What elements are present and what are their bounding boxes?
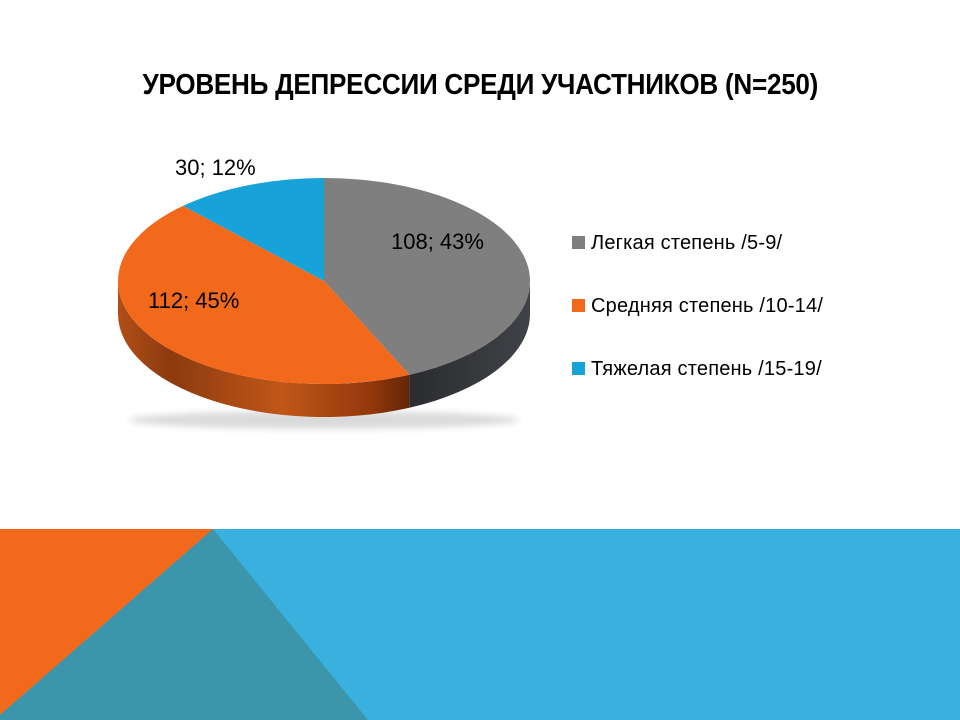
legend-item-medium: Средняя степень /10-14/ [572, 296, 823, 316]
pie-slice-0 [324, 178, 530, 375]
slide-title: УРОВЕНЬ ДЕПРЕССИИ СРЕДИ УЧАСТНИКОВ (N=25… [0, 68, 960, 102]
legend-item-severe: Тяжелая степень /15-19/ [572, 359, 822, 379]
slide-title-text: УРОВЕНЬ ДЕПРЕССИИ СРЕДИ УЧАСТНИКОВ (N=25… [142, 69, 818, 102]
pie-data-label-2: 30; 12% [175, 155, 256, 180]
legend-label-severe: Тяжелая степень /15-19/ [591, 358, 822, 380]
pie-data-label-1: 112; 45% [148, 288, 239, 313]
pie-shadow [128, 411, 520, 429]
legend-label-medium: Средняя степень /10-14/ [591, 295, 824, 317]
legend-label-mild: Легкая степень /5-9/ [591, 232, 783, 254]
pie-wall-1 [118, 281, 410, 417]
pie-chart: 108; 43% 112; 45% 30; 12% [118, 155, 530, 429]
footer-teal-triangle [0, 529, 368, 720]
footer-decoration [0, 529, 960, 720]
pie-wall-0 [409, 281, 530, 408]
legend-item-mild: Легкая степень /5-9/ [572, 233, 782, 253]
legend-swatch-mild-icon [572, 236, 585, 249]
legend-swatch-medium-icon [572, 299, 585, 312]
pie-data-label-0: 108; 43% [391, 229, 484, 254]
pie-slice-1 [118, 205, 410, 384]
legend-swatch-severe-icon [572, 362, 585, 375]
pie-slice-2 [182, 178, 324, 281]
